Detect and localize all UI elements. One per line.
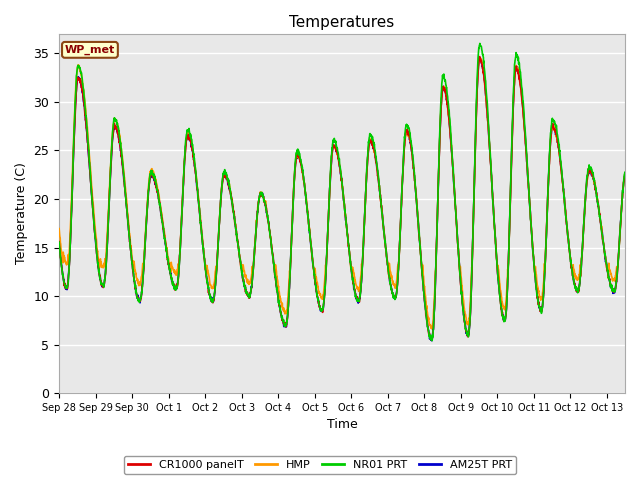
NR01 PRT [639,262,640,267]
NR01 PRT [114,120,122,126]
HMP [55,226,63,231]
CR1000 panelT [632,209,639,215]
HMP [561,199,568,205]
CR1000 panelT [476,54,483,60]
AM25T PRT [528,228,536,234]
CR1000 panelT [639,263,640,268]
NR01 PRT [476,40,484,46]
HMP [114,123,122,129]
HMP [428,326,435,332]
NR01 PRT [387,279,394,285]
AM25T PRT [632,207,639,213]
CR1000 panelT [561,199,568,205]
CR1000 panelT [55,239,63,244]
Line: CR1000 panelT: CR1000 panelT [59,57,640,340]
Title: Temperatures: Temperatures [289,15,395,30]
AM25T PRT [428,338,436,344]
HMP [528,227,536,233]
X-axis label: Time: Time [326,419,357,432]
Line: HMP: HMP [59,58,640,329]
HMP [639,261,640,267]
AM25T PRT [476,54,483,60]
AM25T PRT [55,241,63,247]
NR01 PRT [239,278,247,284]
Line: NR01 PRT: NR01 PRT [59,43,640,341]
NR01 PRT [55,240,63,245]
HMP [476,55,484,60]
NR01 PRT [528,229,536,235]
AM25T PRT [561,199,568,204]
AM25T PRT [114,129,122,134]
NR01 PRT [428,338,436,344]
NR01 PRT [632,211,639,216]
Text: WP_met: WP_met [65,45,115,55]
AM25T PRT [239,278,247,284]
CR1000 panelT [528,230,536,236]
HMP [239,265,247,271]
AM25T PRT [387,281,394,287]
Line: AM25T PRT: AM25T PRT [59,57,640,341]
Legend: CR1000 panelT, HMP, NR01 PRT, AM25T PRT: CR1000 panelT, HMP, NR01 PRT, AM25T PRT [124,456,516,474]
CR1000 panelT [114,131,122,136]
CR1000 panelT [387,281,394,287]
HMP [387,269,394,275]
CR1000 panelT [428,337,435,343]
Y-axis label: Temperature (C): Temperature (C) [15,163,28,264]
HMP [632,208,639,214]
CR1000 panelT [239,276,247,282]
AM25T PRT [639,264,640,270]
NR01 PRT [561,199,568,204]
